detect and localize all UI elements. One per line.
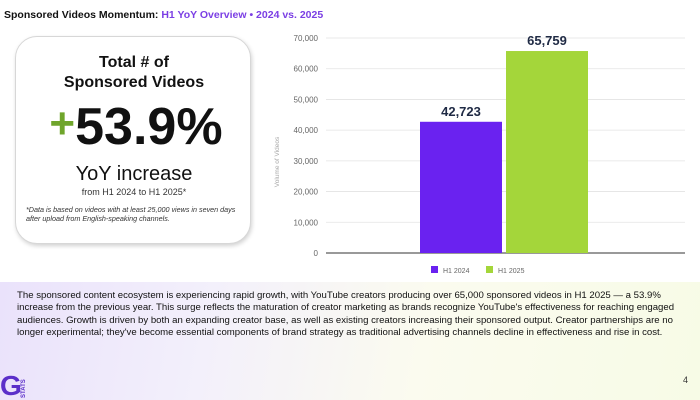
legend-swatch [486,266,493,273]
y-tick-label: 70,000 [294,34,319,43]
gstats-logo: G STATS [0,370,27,400]
percent-value: 53.9% [75,98,223,156]
page-number: 4 [683,375,689,385]
bar-value-label: 42,723 [441,104,481,119]
y-axis-ticks: 0 10,000 20,000 30,000 40,000 50,000 60,000 70,… [294,34,319,258]
logo-text: STATS [21,379,27,398]
chart-legend: H1 2024 H1 2025 [431,266,525,275]
card-heading-line2: Sponsored Videos [63,74,205,91]
title-accent: H1 YoY Overview • 2024 vs. 2025 [161,9,324,21]
bar-h1-2025 [506,51,588,254]
plus-sign: + [49,99,76,148]
legend-swatch [431,266,438,273]
y-tick-label: 0 [314,249,319,258]
legend-label: H1 2024 [443,268,470,275]
page-title: Sponsored Videos Momentum: H1 YoY Overvi… [4,9,323,21]
big-stat: +53.9% [36,99,236,155]
yoy-label: YoY increase [75,163,193,185]
y-tick-label: 60,000 [294,65,319,74]
y-tick-label: 30,000 [294,157,319,166]
logo-letter: G [0,370,22,400]
bar-chart: 0 10,000 20,000 30,000 40,000 50,000 60,000 70,… [274,33,685,275]
chart-grid [326,37,685,254]
y-axis-label: Volume of Videos [274,136,281,187]
y-tick-label: 20,000 [294,188,319,197]
bar-value-label: 65,759 [527,33,567,48]
y-tick-label: 40,000 [294,126,319,135]
y-tick-label: 10,000 [294,218,319,227]
y-tick-label: 50,000 [294,95,319,104]
footnote: *Data is based on videos with at least 2… [26,205,236,223]
card-heading: Total # of Sponsored Videos [16,53,252,93]
bar-h1-2024 [420,121,502,253]
card-heading-line1: Total # of [99,54,169,71]
body-paragraph: The sponsored content ecosystem is exper… [17,290,675,339]
from-label: from H1 2024 to H1 2025* [81,187,187,197]
legend-label: H1 2025 [498,268,525,275]
bottom-band [0,282,700,400]
title-main: Sponsored Videos Momentum: [4,9,162,21]
bars: 42,723 65,759 [420,33,588,254]
stat-card: Total # of Sponsored Videos +53.9% YoY i… [15,36,251,244]
